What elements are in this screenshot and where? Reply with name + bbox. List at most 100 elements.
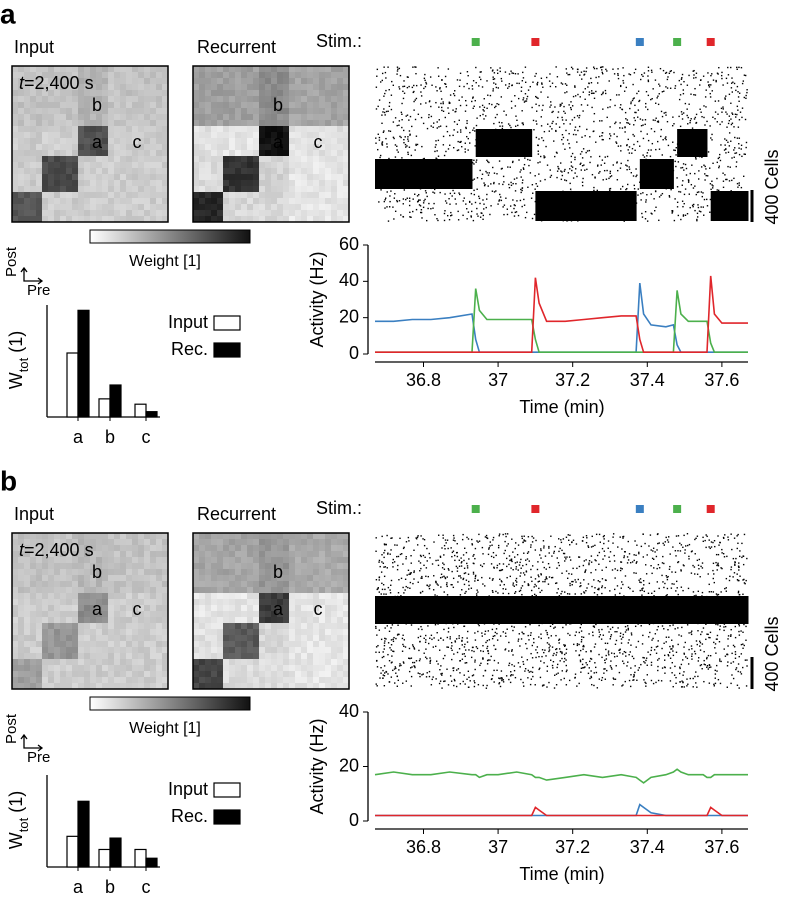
spike [717,565,720,567]
heatmap-cell [138,611,145,618]
heatmap-cell [18,144,25,151]
heatmap-cell [54,180,61,187]
spike [561,138,563,141]
spike [725,139,728,142]
spike [619,127,621,129]
spike [743,96,746,99]
heatmap-cell [223,653,230,660]
heatmap-cell [301,90,308,97]
heatmap-cell [30,635,37,642]
heatmap-cell [253,144,260,151]
heatmap-cell [84,150,91,157]
heatmap-cell [259,66,266,73]
heatmap-cell [78,144,85,151]
heatmap-cell [108,587,115,594]
heatmap-cell [60,671,67,678]
block-label: b [92,95,102,115]
heatmap-cell [48,144,55,151]
heatmap-cell [24,186,31,193]
heatmap-cell [144,647,151,654]
spike [381,72,384,75]
spike [473,193,476,196]
heatmap-cell [156,168,163,175]
heatmap-cell [30,539,37,546]
spike [496,173,498,175]
heatmap-cell [271,120,278,127]
spike [478,76,481,78]
heatmap-cell [18,569,25,576]
spike [595,560,597,562]
spike [437,67,439,69]
spike [491,190,494,192]
heatmap-cell [24,162,31,169]
heatmap-cell [223,545,230,552]
heatmap-cell [193,611,200,618]
heatmap-cell [12,66,19,73]
heatmap-cell [24,545,31,552]
spike [411,86,414,89]
spike [733,82,736,85]
heatmap-cell [289,90,296,97]
heatmap-cell [72,533,79,540]
heatmap-cell [265,204,272,211]
heatmap-cell [259,84,266,91]
heatmap-cell [319,683,326,690]
spike [742,647,744,649]
heatmap-cell [229,653,236,660]
heatmap-cell [205,629,212,636]
heatmap-cell [42,677,49,684]
heatmap-cell [319,132,326,139]
spike [566,139,569,141]
spike [653,130,656,133]
spike [709,125,711,127]
heatmap-cell [138,204,145,211]
spike [591,173,594,176]
spike [591,90,593,92]
heatmap-cell [307,611,314,618]
heatmap-cell [114,216,121,223]
heatmap-cell [295,66,302,73]
spike [616,585,619,587]
spike [566,72,568,74]
heatmap-cell [259,647,266,654]
spike [578,125,581,128]
heatmap-cell [313,120,320,127]
spike [483,184,486,187]
spike [669,70,671,73]
heatmap-cell [60,216,67,223]
heatmap-cell [36,210,43,217]
heatmap-cell [120,551,127,558]
spike [634,149,636,152]
heatmap-cell [211,198,218,205]
heatmap-cell [12,168,19,175]
spike [740,630,742,632]
heatmap-cell [199,108,206,115]
spike [560,178,563,181]
heatmap-cell [295,144,302,151]
heatmap-cell [78,120,85,127]
heatmap-cell [54,599,61,606]
spike [682,546,684,549]
heatmap-cell [54,563,61,570]
spike [744,74,747,77]
heatmap-cell [289,641,296,648]
spike [731,112,733,114]
heatmap-cell [289,659,296,666]
spike [692,187,695,189]
heatmap-cell [319,551,326,558]
heatmap-cell [162,126,169,133]
spike [549,125,551,128]
spike [561,174,564,177]
heatmap-cell [295,665,302,672]
spike [705,106,707,108]
heatmap-cell [150,108,157,115]
spike [526,95,529,98]
heatmap-cell [319,198,326,205]
spike [582,110,584,112]
heatmap-cell [24,533,31,540]
heatmap-cell [42,72,49,79]
heatmap-cell [78,72,85,79]
heatmap-cell [277,150,284,157]
heatmap-cell [211,144,218,151]
heatmap-cell [138,198,145,205]
